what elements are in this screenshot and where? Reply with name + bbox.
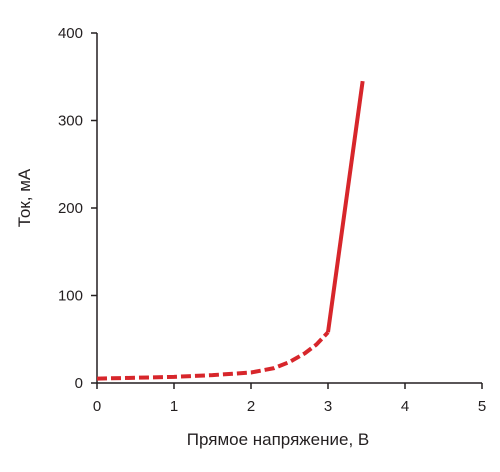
x-tick-label: 3 (324, 398, 332, 415)
x-axis-title: Прямое напряжение, В (187, 430, 369, 449)
x-ticks: 0 1 2 3 4 5 (93, 383, 486, 415)
x-tick-label: 1 (170, 398, 178, 415)
y-tick-label: 200 (58, 200, 83, 217)
series-layer (96, 80, 365, 381)
x-tick-label: 2 (247, 398, 255, 415)
y-tick-label: 0 (75, 375, 83, 392)
y-tick-label: 100 (58, 288, 83, 305)
y-tick-label: 400 (58, 25, 83, 42)
x-tick-label: 0 (93, 398, 101, 415)
y-tick-label: 300 (58, 113, 83, 130)
plot-area: 0 100 200 300 400 0 1 2 3 4 5 (58, 25, 486, 415)
solid-series-line (326, 80, 365, 333)
y-ticks: 0 100 200 300 400 (58, 25, 97, 392)
x-tick-label: 5 (478, 398, 486, 415)
dashed-series-line (96, 330, 330, 381)
x-tick-label: 4 (401, 398, 409, 415)
y-axis-title: Ток, мА (15, 168, 34, 227)
